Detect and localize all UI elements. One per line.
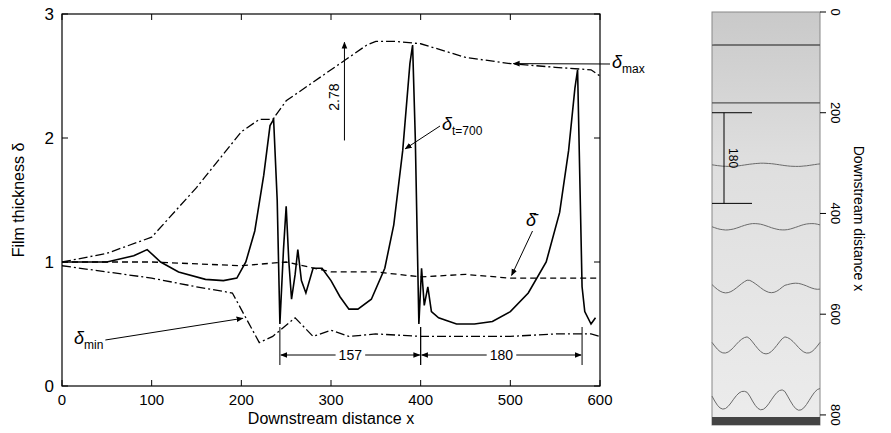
photo-tick-label: 200 — [828, 102, 843, 124]
series-label: δ̄ — [526, 210, 539, 230]
x-tick — [600, 14, 601, 20]
y-tick-label: 0 — [45, 377, 54, 396]
photo-wave-front — [712, 389, 820, 411]
y-axis-title: Film thickness δ — [10, 143, 27, 258]
x-tick — [151, 14, 152, 20]
label-arrow — [405, 126, 440, 149]
y-tick-label: 2 — [45, 129, 54, 148]
photo-bottom-edge — [712, 417, 820, 425]
label-arrow — [512, 231, 533, 275]
photo-dimension-line — [724, 113, 725, 204]
y-tick — [594, 138, 600, 139]
x-tick — [241, 14, 242, 20]
photo-dimension-label: 180 — [726, 148, 740, 168]
label-patch — [487, 346, 517, 364]
x-tick — [510, 380, 511, 386]
x-tick — [420, 14, 421, 20]
x-tick-label: 0 — [58, 391, 66, 408]
figure: 0 100 200 300 400 500 600 0 1 2 3 Downstream distan… — [0, 0, 891, 433]
x-tick-label: 400 — [408, 391, 433, 408]
label-arrow — [105, 318, 242, 340]
photo-dimension-tick — [712, 203, 752, 204]
x-axis-title: Downstream distance x — [248, 410, 414, 427]
x-tick — [510, 14, 511, 20]
photo-wave-front — [712, 44, 820, 45]
x-tick-label: 300 — [318, 391, 343, 408]
series-line — [62, 45, 596, 324]
dimension-tick — [420, 327, 421, 365]
series-line — [62, 266, 600, 343]
x-tick — [151, 380, 152, 386]
plot-frame — [62, 14, 600, 386]
series-label: δmin — [74, 328, 103, 352]
x-tick — [62, 14, 63, 20]
series-line — [62, 41, 600, 262]
photo-tick — [820, 213, 826, 214]
x-tick-label: 200 — [229, 391, 254, 408]
photo — [712, 12, 820, 425]
peak-label: 2.78 — [326, 83, 342, 110]
dimension-label: 180 — [490, 347, 514, 363]
photo-tick-label: 0 — [828, 8, 843, 15]
y-tick — [62, 386, 68, 387]
series-label-main: δ̄ — [526, 210, 539, 230]
photo-wave-front — [712, 337, 820, 354]
photo-tick-label: 400 — [828, 203, 843, 225]
dimension-label: 157 — [339, 347, 363, 363]
photo-dimension-tick — [712, 112, 752, 113]
y-tick — [62, 138, 68, 139]
y-tick — [594, 262, 600, 263]
photo-wave-front — [712, 102, 820, 103]
x-tick — [241, 380, 242, 386]
x-tick — [331, 380, 332, 386]
photo-tick-label: 800 — [828, 404, 843, 426]
x-tick — [600, 380, 601, 386]
photo-wave-front — [712, 280, 820, 293]
photo-tick — [820, 12, 826, 13]
y-tick — [594, 386, 600, 387]
y-tick — [594, 14, 600, 15]
x-tick — [331, 14, 332, 20]
photo-axis-title: Downstream distance x — [851, 146, 867, 292]
photo-tick — [820, 414, 826, 415]
x-tick-label: 600 — [587, 391, 612, 408]
y-tick-label: 3 — [45, 5, 54, 24]
dimension-tick — [420, 327, 421, 365]
photo-wave-front — [712, 224, 820, 230]
dimension-tick — [279, 327, 280, 365]
x-tick-label: 100 — [139, 391, 164, 408]
x-tick — [420, 380, 421, 386]
dimension-tick — [582, 327, 583, 365]
series-group — [62, 41, 600, 342]
series-label-sub: t=700 — [452, 124, 483, 138]
y-tick — [62, 14, 68, 15]
peak-arrow — [344, 42, 345, 140]
series-label-sub: min — [84, 338, 103, 352]
label-arrow — [513, 63, 610, 64]
y-tick-label: 1 — [45, 253, 54, 272]
photo-tick — [820, 112, 826, 113]
series-label: δmax — [612, 52, 645, 76]
photo-tick — [820, 314, 826, 315]
series-label-sub: max — [622, 62, 645, 76]
photo-tick-label: 600 — [828, 303, 843, 325]
series-label: δt=700 — [442, 114, 483, 138]
x-tick — [62, 380, 63, 386]
series-line — [62, 262, 600, 278]
x-tick-label: 500 — [498, 391, 523, 408]
label-patch — [336, 346, 366, 364]
